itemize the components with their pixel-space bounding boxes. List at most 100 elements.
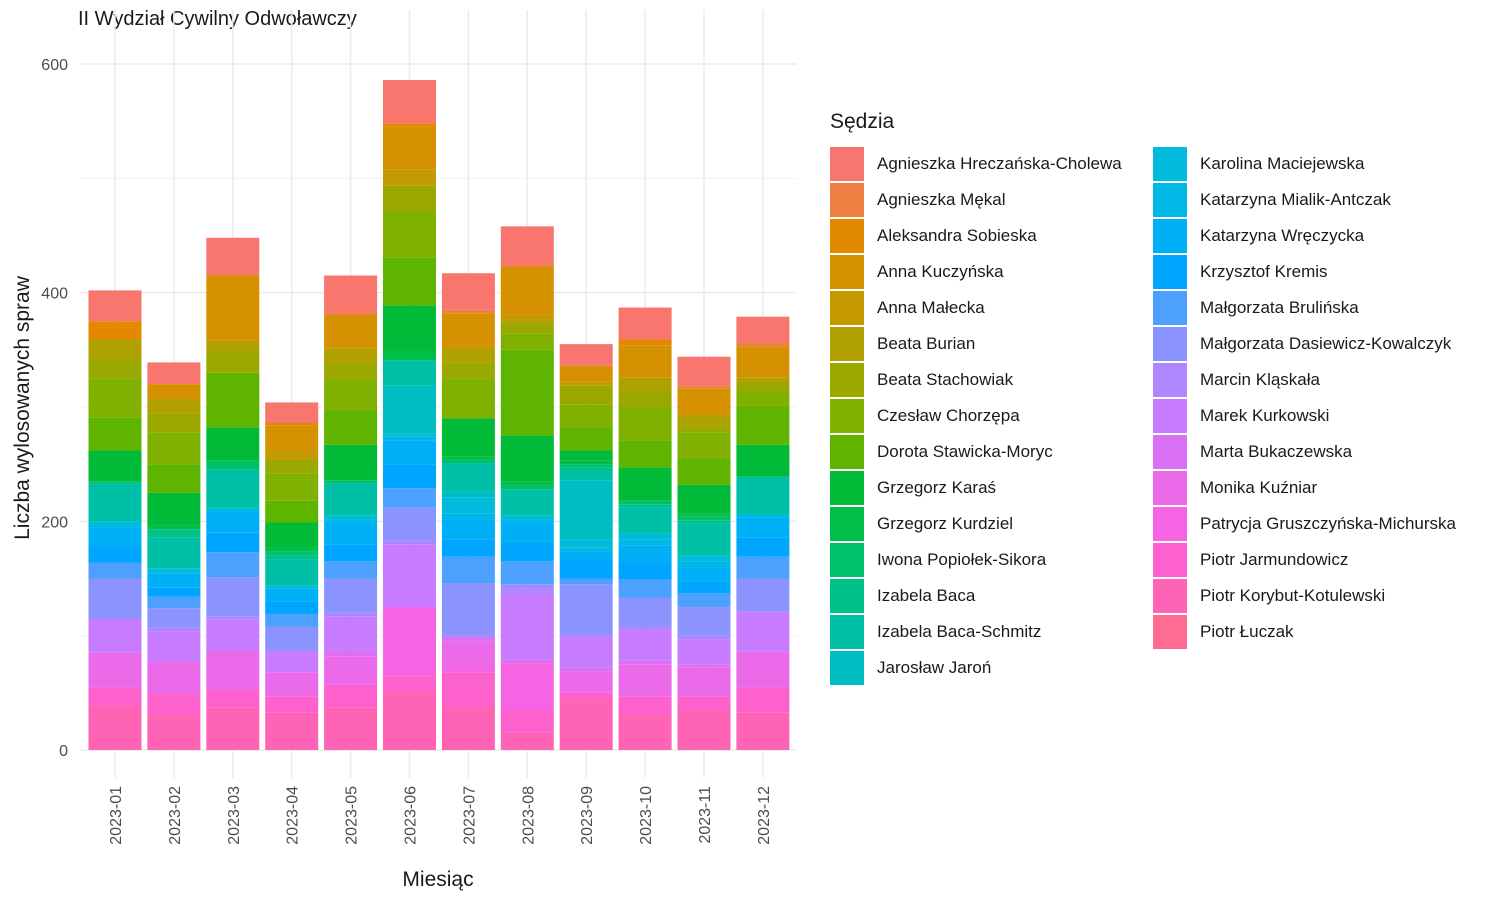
legend-key bbox=[830, 183, 864, 217]
bar-segment bbox=[441, 497, 495, 514]
bar-segment bbox=[383, 436, 436, 441]
bar-segment bbox=[736, 687, 790, 713]
bar-segment bbox=[265, 546, 319, 552]
bar-segment bbox=[324, 561, 378, 579]
bar-segment bbox=[324, 480, 378, 484]
legend-item: Marcin Kląskała bbox=[1153, 362, 1483, 398]
bar-segment bbox=[324, 578, 378, 613]
legend-key bbox=[1153, 363, 1187, 397]
bar-segment bbox=[324, 522, 378, 545]
legend-label: Beata Stachowiak bbox=[877, 370, 1014, 389]
bar-segment bbox=[147, 661, 201, 694]
bar-segment bbox=[736, 407, 790, 445]
bar-segment bbox=[324, 650, 378, 657]
bar-segment bbox=[500, 584, 554, 587]
bar-segment bbox=[206, 460, 260, 470]
bar-segment bbox=[677, 635, 731, 640]
bar-segment bbox=[265, 555, 319, 560]
legend-item: Grzegorz Kurdziel bbox=[830, 506, 1153, 542]
legend-item: Jarosław Jaroń bbox=[830, 650, 1153, 686]
x-tick-label: 2023-01 bbox=[108, 786, 125, 845]
legend-label: Katarzyna Wręczycka bbox=[1200, 226, 1365, 245]
bar-segment bbox=[147, 568, 201, 574]
bar-segment bbox=[736, 556, 790, 579]
x-tick-label: 2023-03 bbox=[226, 786, 243, 845]
bar-segment bbox=[618, 664, 672, 697]
bar-segment bbox=[147, 464, 201, 493]
bar-segment bbox=[147, 608, 201, 628]
bar-segment bbox=[324, 544, 378, 562]
bar-segment bbox=[206, 577, 260, 617]
legend-key bbox=[830, 471, 864, 505]
bar-segment bbox=[618, 504, 672, 508]
bar-segment bbox=[618, 696, 672, 715]
bar-segment bbox=[206, 427, 260, 461]
bar-segment bbox=[677, 484, 731, 514]
legend-item: Piotr Korybut-Kotulewski bbox=[1153, 578, 1483, 614]
bar-segment bbox=[618, 507, 672, 534]
bar-segment bbox=[88, 290, 142, 322]
bar-segment bbox=[618, 339, 672, 346]
bar-segment bbox=[206, 707, 260, 750]
bar-segment bbox=[383, 440, 436, 465]
legend-item: Izabela Baca bbox=[830, 578, 1153, 614]
bar-segment bbox=[265, 559, 319, 586]
bar-segment bbox=[383, 464, 436, 489]
bar-segment bbox=[500, 267, 554, 315]
bar-segment bbox=[500, 320, 554, 324]
legend-item: Agnieszka Hreczańska-Cholewa bbox=[830, 146, 1153, 182]
bar-segment bbox=[383, 607, 436, 677]
y-tick-label: 200 bbox=[41, 514, 68, 531]
legend-item: Iwona Popiołek-Sikora bbox=[830, 542, 1153, 578]
legend-key bbox=[830, 219, 864, 253]
bar-segment bbox=[677, 607, 731, 636]
legend-key bbox=[830, 147, 864, 181]
bar-segment bbox=[736, 346, 790, 378]
bar-segment bbox=[147, 492, 201, 526]
bar-segment bbox=[265, 459, 319, 474]
bar-segment bbox=[559, 578, 613, 585]
bar-segment bbox=[500, 541, 554, 562]
legend-label: Piotr Łuczak bbox=[1200, 622, 1294, 641]
bar-segment bbox=[441, 539, 495, 557]
legend-item: Agnieszka Mękal bbox=[830, 182, 1153, 218]
bar-segment bbox=[618, 562, 672, 580]
legend-item: Grzegorz Karaś bbox=[830, 470, 1153, 506]
bar-segment bbox=[88, 618, 142, 653]
bar-segment bbox=[618, 626, 672, 630]
x-tick-label: 2023-04 bbox=[285, 786, 302, 845]
bar-segment bbox=[383, 488, 436, 508]
legend-key bbox=[1153, 615, 1187, 649]
bar-segment bbox=[677, 426, 731, 433]
bar-segment bbox=[265, 450, 319, 460]
legend-key bbox=[1153, 219, 1187, 253]
bar-segment bbox=[206, 507, 260, 512]
bar-segment bbox=[500, 522, 554, 542]
bar-segment bbox=[206, 616, 260, 620]
bar-segment bbox=[265, 423, 319, 426]
bar-segment bbox=[677, 667, 731, 697]
legend-item: Patrycja Gruszczyńska-Michurska bbox=[1153, 506, 1483, 542]
x-tick-label: 2023-11 bbox=[697, 786, 714, 844]
legend-item: Katarzyna Wręczycka bbox=[1153, 218, 1483, 254]
bar-segment bbox=[383, 676, 436, 691]
legend-item: Katarzyna Mialik-Antczak bbox=[1153, 182, 1483, 218]
bar-segment bbox=[147, 693, 201, 715]
bar-segment bbox=[500, 314, 554, 321]
legend-item: Anna Małecka bbox=[830, 290, 1153, 326]
bar-segment bbox=[88, 562, 142, 579]
x-tick-label: 2023-08 bbox=[520, 786, 537, 845]
bar-segment bbox=[383, 433, 436, 437]
bar-segment bbox=[206, 689, 260, 708]
bar-segment bbox=[441, 459, 495, 464]
bar-segment bbox=[324, 707, 378, 750]
bar-segment bbox=[677, 513, 731, 517]
bar-segment bbox=[147, 413, 201, 433]
bar-segment bbox=[618, 545, 672, 563]
bar-segment bbox=[383, 544, 436, 608]
bar-segment bbox=[265, 696, 319, 713]
bar-segment bbox=[736, 377, 790, 383]
legend-key bbox=[830, 363, 864, 397]
bar-segment bbox=[265, 500, 319, 523]
bar-segment bbox=[383, 385, 436, 434]
